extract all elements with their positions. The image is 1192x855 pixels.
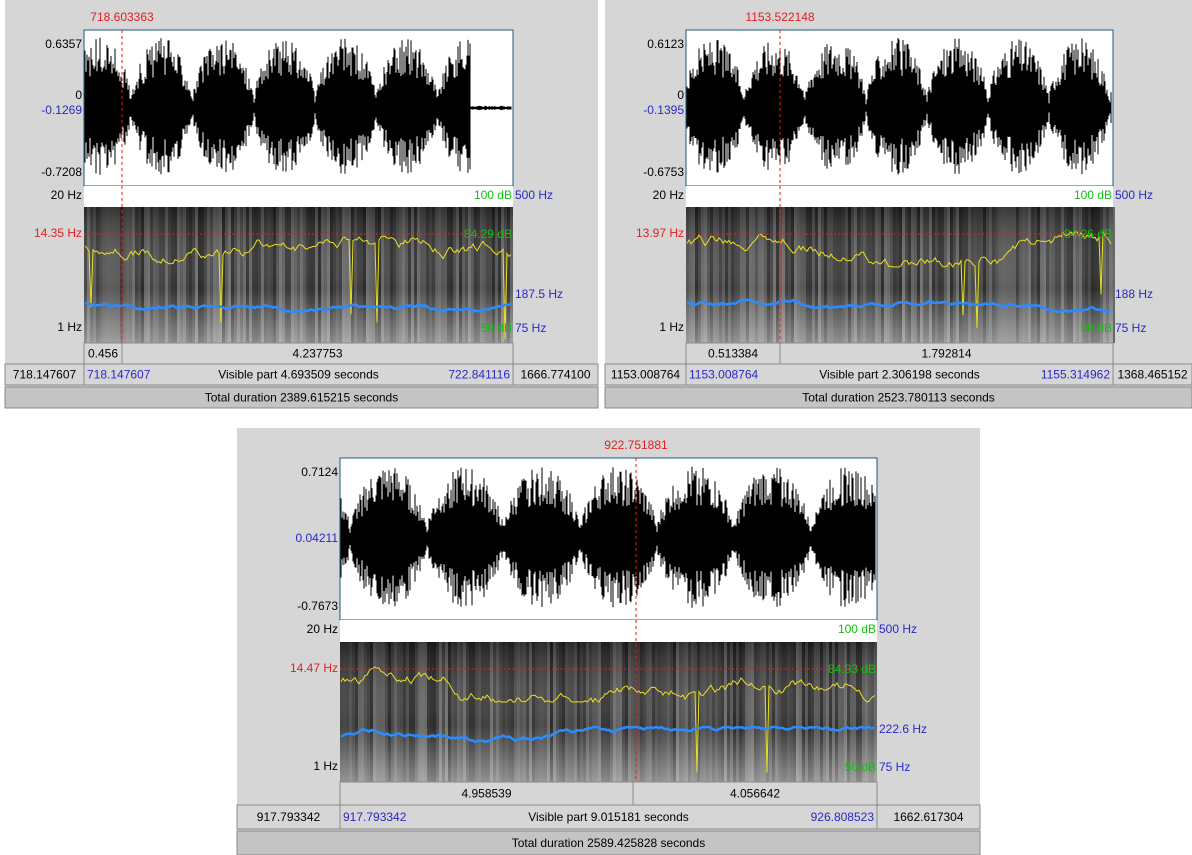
total-duration: Total duration 2589.425828 seconds	[512, 836, 705, 850]
visible-end: 926.808523	[811, 810, 875, 824]
cursor-freq: 14.47 Hz	[290, 661, 338, 675]
pitch-curve	[340, 725, 876, 744]
wave-max: 0.6357	[45, 37, 82, 51]
window-end: 1662.617304	[893, 810, 963, 824]
cursor-db: 84.26 dB	[1064, 227, 1112, 241]
spectrogram	[84, 207, 513, 343]
visible-end: 1155.314962	[1041, 368, 1111, 382]
hz-top: 500 Hz	[515, 188, 553, 202]
freq-bottom: 1 Hz	[313, 759, 338, 773]
visible-part: Visible part 9.015181 seconds	[528, 810, 689, 824]
visible-start: 917.793342	[343, 810, 407, 824]
spectrogram-shade	[84, 207, 513, 343]
pitch-value: 188 Hz	[1115, 287, 1153, 301]
waveform	[686, 38, 1112, 175]
pitch-value: 187.5 Hz	[515, 287, 563, 301]
segment-duration: 4.056642	[730, 787, 780, 801]
editor-window: 922.751881 0.7124 0.04211 -0.7673 20 Hz 100 d…	[236, 428, 981, 855]
frequency-band	[340, 620, 877, 642]
frequency-band	[84, 186, 513, 207]
segment-duration: 4.958539	[461, 787, 511, 801]
db-bottom: 50 dB	[1081, 321, 1112, 335]
visible-end: 722.841116	[448, 368, 510, 382]
intensity-curve	[686, 230, 1112, 329]
segment-duration: 0.456	[88, 347, 118, 361]
spectrogram	[340, 642, 877, 782]
cursor-db: 84.29 dB	[464, 227, 512, 241]
time-row-right	[876, 804, 981, 830]
hz-bottom: 75 Hz	[1115, 321, 1146, 335]
db-bottom: 50 dB	[481, 321, 512, 335]
pitch-curve	[686, 298, 1112, 314]
freq-bottom: 1 Hz	[57, 320, 82, 334]
wave-mid: -0.1395	[643, 103, 684, 117]
waveform	[84, 37, 512, 175]
visible-part: Visible part 2.306198 seconds	[819, 368, 980, 382]
time-row-right	[1112, 363, 1192, 386]
db-top: 100 dB	[1074, 188, 1112, 202]
frequency-band	[686, 186, 1113, 207]
wave-mid: -0.1269	[41, 103, 82, 117]
pitch-value: 222.6 Hz	[879, 722, 927, 736]
freq-top: 20 Hz	[653, 188, 684, 202]
spectrogram-shade	[686, 207, 1113, 343]
wave-max: 0.7124	[301, 465, 338, 479]
freq-top: 20 Hz	[51, 188, 82, 202]
total-duration: Total duration 2389.615215 seconds	[205, 391, 398, 405]
freq-bottom: 1 Hz	[659, 320, 684, 334]
wave-zero: 0	[75, 88, 82, 102]
time-row-right	[512, 363, 599, 386]
wave-min: -0.6753	[643, 165, 684, 179]
window-start: 718.147607	[13, 368, 77, 382]
total-bar	[4, 386, 599, 409]
segment-duration: 0.513384	[708, 347, 758, 361]
cursor-freq: 13.97 Hz	[636, 226, 684, 240]
visible-start: 1153.008764	[689, 368, 759, 382]
wave-min: -0.7208	[41, 165, 82, 179]
db-bottom: 50 dB	[845, 760, 876, 774]
spectrogram-shade	[340, 642, 877, 782]
intensity-curve	[84, 235, 512, 339]
wave-max: 0.6123	[647, 37, 684, 51]
window-end: 1368.465152	[1117, 368, 1187, 382]
total-bar	[604, 386, 1192, 409]
spectrogram	[686, 207, 1115, 343]
wave-mid: 0.04211	[296, 531, 339, 545]
total-bar	[236, 830, 981, 855]
window-start: 1153.008764	[611, 368, 681, 382]
cursor-time: 718.603363	[90, 10, 154, 24]
db-top: 100 dB	[838, 622, 876, 636]
hz-top: 500 Hz	[879, 622, 917, 636]
pitch-curve	[84, 301, 512, 314]
visible-part: Visible part 4.693509 seconds	[218, 368, 379, 382]
spectrogram-column	[1112, 207, 1115, 343]
time-row-left	[236, 804, 341, 830]
db-top: 100 dB	[474, 188, 512, 202]
editor-window: 718.603363 0.6357 0-0.1269 -0.7208 20 Hz 100 …	[4, 0, 599, 409]
editor-window: 1153.522148 0.6123 0-0.1395 -0.6753 20 Hz 100…	[604, 0, 1192, 409]
cursor-time: 1153.522148	[745, 10, 815, 24]
segment-duration: 1.792814	[921, 347, 971, 361]
segment-duration: 4.237753	[292, 347, 342, 361]
total-duration: Total duration 2523.780113 seconds	[802, 391, 995, 405]
freq-top: 20 Hz	[307, 622, 338, 636]
wave-zero: 0	[677, 88, 684, 102]
hz-bottom: 75 Hz	[515, 321, 546, 335]
intensity-curve	[340, 666, 876, 773]
window-end: 1666.774100	[520, 368, 590, 382]
cursor-freq: 14.35 Hz	[34, 226, 82, 240]
window-start: 917.793342	[257, 810, 321, 824]
hz-top: 500 Hz	[1115, 188, 1153, 202]
waveform	[340, 466, 876, 608]
visible-start: 718.147607	[87, 368, 151, 382]
cursor-time: 922.751881	[604, 438, 668, 452]
hz-bottom: 75 Hz	[879, 760, 910, 774]
wave-min: -0.7673	[297, 599, 338, 613]
cursor-db: 84.93 dB	[828, 662, 876, 676]
